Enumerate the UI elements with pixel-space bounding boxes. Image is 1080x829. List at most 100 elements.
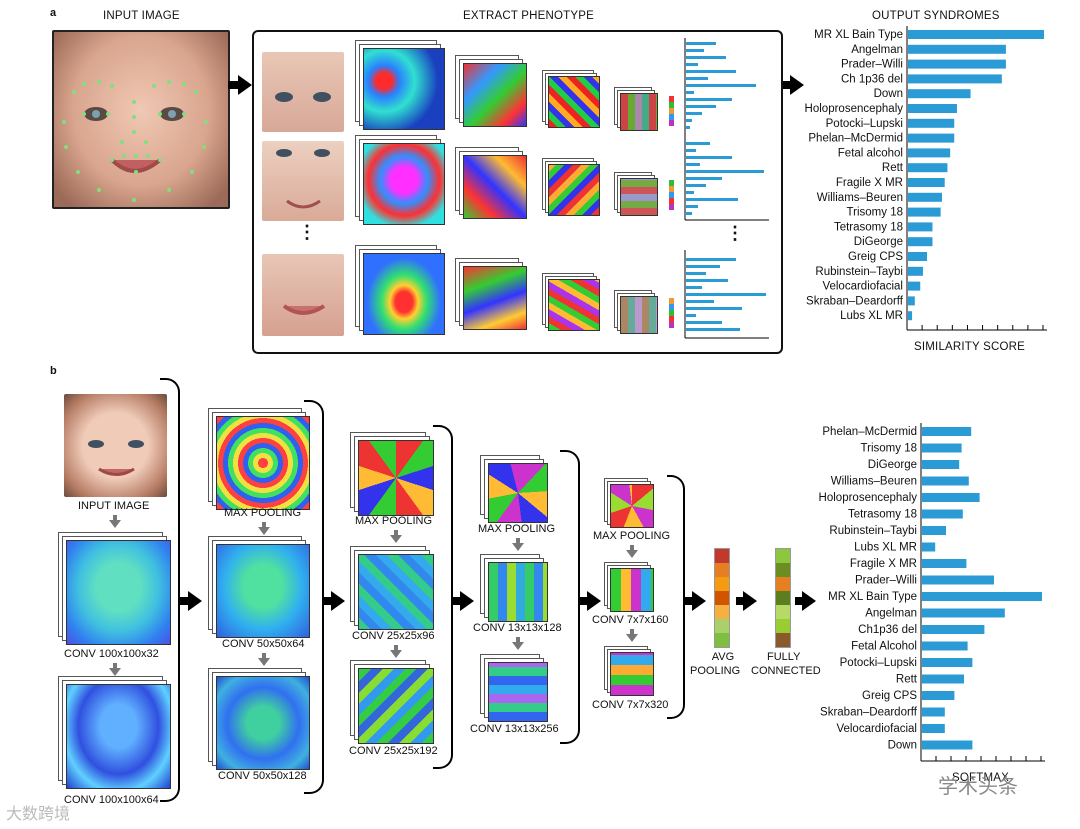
softmax-axis-label: SOFTMAX (952, 772, 1009, 784)
bracket-block-2 (304, 400, 324, 794)
bracket-block-5 (667, 475, 685, 719)
arrow-a-2-stem (783, 81, 791, 89)
feature-stack-r3-c2 (455, 258, 530, 333)
bar-label-14: DiGeorge (854, 236, 903, 248)
pool2-label: MAX POOLING (355, 515, 433, 527)
down-arrow-1 (109, 520, 121, 528)
arrow-b-4 (587, 591, 601, 611)
mini-feature-bars (684, 38, 769, 339)
face-crop-mouth (262, 254, 344, 336)
arrow-b-3 (460, 591, 474, 611)
avg-pooling-vector (714, 548, 730, 648)
bar-label-1: Angelman (851, 44, 903, 56)
bar-15 (922, 674, 964, 684)
bar-label-11: Angelman (865, 608, 917, 620)
bar-label-18: Velocardiofacial (836, 723, 917, 735)
arrow-b-3-stem (453, 597, 461, 605)
face-crop-nose (262, 141, 344, 221)
bracket-block-3 (433, 425, 453, 769)
conv3b-stack (350, 660, 436, 746)
bar-14 (922, 658, 973, 667)
feature-stack-r1-c1 (355, 40, 447, 132)
arrow-b-7-stem (795, 597, 803, 605)
bar-label-6: Potocki–Lupski (826, 118, 903, 130)
down-arrow-3 (258, 527, 270, 535)
conv2a-stack (208, 536, 312, 640)
similarity-score-axis-label: SIMILARITY SCORE (914, 341, 1025, 353)
fully-connected-label-2: CONNECTED (751, 665, 821, 677)
conv3b-label: CONV 25x25x192 (349, 745, 438, 757)
pool4-stack (604, 478, 658, 532)
input-face-image (52, 30, 230, 209)
bar-14 (908, 237, 933, 247)
bar-17 (908, 281, 921, 291)
bar-16 (908, 266, 923, 276)
conv5b-stack (604, 646, 658, 700)
conv2b-label: CONV 50x50x128 (218, 770, 307, 782)
bar-1 (908, 44, 1006, 54)
bar-2 (908, 59, 1006, 69)
bar-3 (922, 476, 969, 486)
bar-3 (908, 74, 1002, 84)
bar-12 (908, 207, 941, 217)
feature-stack-r2-c2 (455, 147, 530, 222)
bar-label-15: Rett (896, 674, 918, 686)
bar-label-9: Rett (882, 162, 904, 174)
bar-7 (922, 542, 936, 552)
bar-6 (922, 526, 946, 535)
bar-1 (922, 443, 962, 453)
arrow-b-2-stem (324, 597, 332, 605)
input-image-small (64, 394, 167, 497)
bar-8 (922, 559, 967, 568)
bar-label-3: Williams–Beuren (831, 476, 917, 488)
down-arrow-stem-7 (516, 538, 520, 543)
syndrome-similarity-chart: MR XL Bain Type Angelman Prader–Willi Ch 1p… (805, 26, 1047, 331)
bar-label-16: Greig CPS (862, 690, 917, 702)
down-arrow-7 (512, 543, 524, 551)
ellipsis-crops: ⋮ (298, 222, 316, 242)
down-arrow-stem-2 (113, 663, 117, 668)
bracket-block-1 (160, 378, 180, 802)
conv4a-stack (480, 554, 550, 624)
bar-5 (922, 509, 963, 519)
face-crop-eyes (262, 52, 344, 132)
bar-11 (908, 192, 942, 202)
output-syndromes-header: OUTPUT SYNDROMES (872, 10, 1000, 22)
conv3a-stack (350, 546, 436, 632)
bar-label-0: MR XL Bain Type (814, 29, 903, 41)
bar-label-6: Rubinstein–Taybi (829, 525, 917, 537)
bar-10 (922, 592, 1042, 601)
conv5a-stack (604, 562, 658, 616)
bar-label-7: Phelan–McDermid (808, 133, 903, 145)
bar-label-16: Rubinstein–Taybi (815, 266, 903, 278)
down-arrow-8 (512, 642, 524, 650)
bar-label-1: Trisomy 18 (861, 443, 917, 455)
pool3-label: MAX POOLING (478, 523, 556, 535)
arrow-a-2 (790, 75, 804, 95)
down-arrow-6 (390, 650, 402, 658)
bar-label-14: Potocki–Lupski (840, 657, 917, 669)
down-arrow-stem-1 (113, 515, 117, 520)
down-arrow-stem-9 (630, 545, 634, 550)
conv2a-label: CONV 50x50x64 (222, 638, 305, 650)
arrow-b-6 (743, 591, 757, 611)
bar-19 (908, 311, 913, 321)
bar-label-0: Phelan–McDermid (822, 426, 917, 438)
conv1b-stack (58, 676, 173, 789)
bar-label-8: Fragile X MR (850, 558, 917, 570)
bar-label-13: Tetrasomy 18 (834, 221, 903, 233)
down-arrow-stem-4 (262, 653, 266, 658)
bar-6 (908, 118, 955, 128)
conv1a-label: CONV 100x100x32 (64, 648, 159, 660)
bar-9 (908, 163, 948, 173)
arrow-b-5 (692, 591, 706, 611)
down-arrow-10 (626, 634, 638, 642)
bar-2 (922, 460, 960, 469)
down-arrow-4 (258, 658, 270, 666)
bar-label-2: DiGeorge (868, 459, 917, 471)
watermark-left: 大数跨境 (6, 804, 71, 823)
arrow-b-5-stem (685, 597, 693, 605)
down-arrow-stem-10 (630, 629, 634, 634)
conv3a-label: CONV 25x25x96 (352, 630, 435, 642)
bar-15 (908, 252, 928, 261)
